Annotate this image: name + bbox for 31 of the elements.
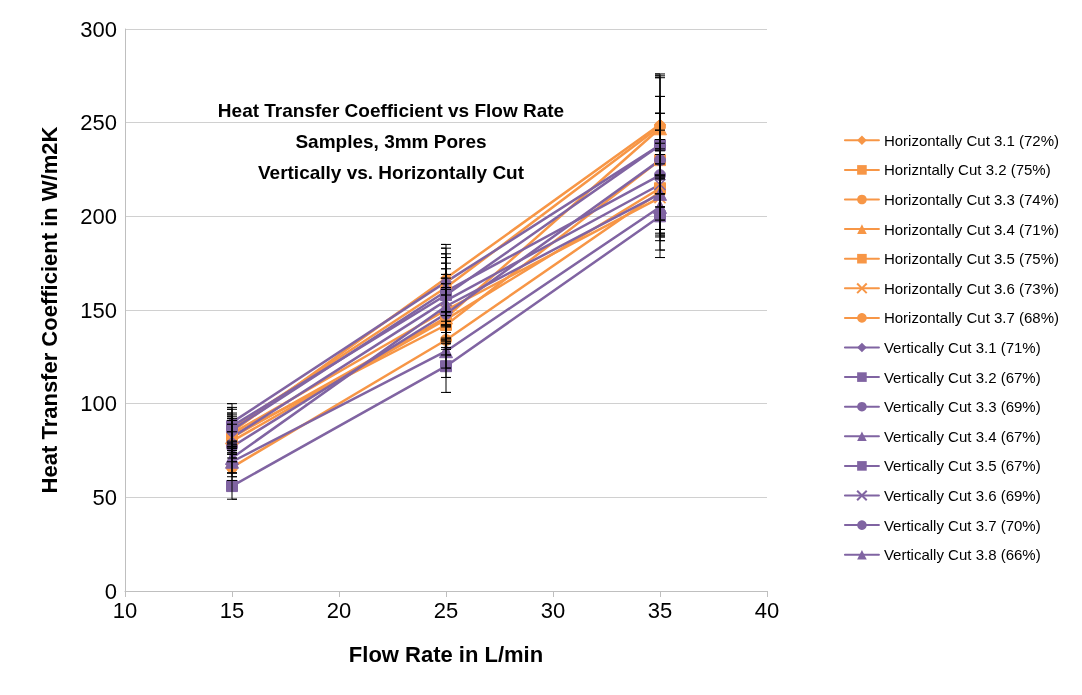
x-tick-label: 25 <box>433 597 459 623</box>
x-tick-label: 15 <box>219 597 245 623</box>
x-tick-label: 35 <box>647 597 673 623</box>
x-axis-title: Flow Rate in L/min <box>348 641 544 667</box>
y-tick-label: 200 <box>80 203 117 229</box>
text: Heat Transfer Coefficient vs Flow Rate Samples, 3mm Pores Vertically vs. Horizontally Cut <box>217 100 565 183</box>
y-axis-title: Heat Transfer Coefficient in W/m2K <box>36 126 62 494</box>
y-tick-label: 50 <box>92 484 117 510</box>
y-tick-label: 100 <box>80 391 117 417</box>
legend-label: Vertically Cut 3.4 (67%) <box>883 427 1041 445</box>
legend-label: Horizontally Cut 3.7 (68%) <box>883 309 1060 327</box>
legend-label: Vertically Cut 3.3 (69%) <box>883 398 1041 416</box>
legend-label: Vertically Cut 3.7 (70%) <box>883 516 1041 534</box>
x-tick-label: 20 <box>326 597 352 623</box>
legend-label: Vertically Cut 3.8 (66%) <box>883 546 1041 564</box>
y-tick-label: 150 <box>80 297 117 323</box>
legend-label: Horizntally Cut 3.2 (75%) <box>883 161 1051 179</box>
y-tick-label: 300 <box>80 16 117 42</box>
legend-label: Vertically Cut 3.5 (67%) <box>883 457 1041 475</box>
x-tick-label: 30 <box>540 597 566 623</box>
legend-label: Horizontally Cut 3.3 (74%) <box>883 191 1060 208</box>
legend-label: Vertically Cut 3.1 (71%) <box>883 339 1041 356</box>
legend-label: Vertically Cut 3.2 (67%) <box>883 368 1041 386</box>
legend-label: Horizontally Cut 3.5 (75%) <box>883 250 1060 268</box>
legend-label: Horizontally Cut 3.6 (73%) <box>883 279 1060 297</box>
y-tick-label: 0 <box>104 578 117 604</box>
x-tick-label: 40 <box>754 597 780 623</box>
legend-label: Horizontally Cut 3.4 (71%) <box>883 220 1060 238</box>
y-tick-label: 250 <box>80 110 117 136</box>
legend-label: Horizontally Cut 3.1 (72%) <box>883 131 1060 149</box>
legend-label: Vertically Cut 3.6 (69%) <box>883 487 1041 504</box>
